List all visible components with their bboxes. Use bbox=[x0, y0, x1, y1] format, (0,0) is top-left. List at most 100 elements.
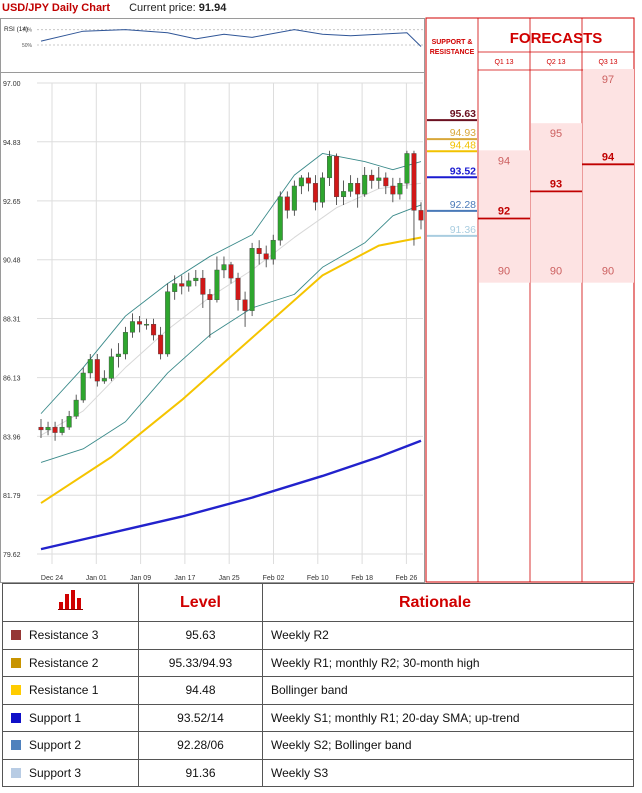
candle-body bbox=[355, 183, 360, 194]
candle-body bbox=[264, 254, 269, 259]
x-tick-label: Feb 10 bbox=[307, 575, 329, 582]
candle-body bbox=[46, 427, 51, 430]
candle-body bbox=[130, 321, 135, 332]
candle-body bbox=[391, 186, 396, 194]
candle-body bbox=[271, 240, 276, 259]
sr-level-label: 93.52 bbox=[450, 165, 476, 177]
sr-level-label: 91.36 bbox=[450, 224, 476, 236]
candle-body bbox=[334, 156, 339, 197]
bar-chart-icon-cell bbox=[3, 584, 139, 622]
candle-body bbox=[172, 284, 177, 292]
candle-body bbox=[88, 359, 93, 373]
candle-body bbox=[398, 183, 403, 194]
x-tick-label: Jan 01 bbox=[86, 575, 107, 582]
candle-body bbox=[215, 270, 220, 300]
level-name: Support 2 bbox=[29, 738, 81, 752]
level-swatch bbox=[11, 740, 21, 750]
level-rationale: Weekly S1; monthly R1; 20-day SMA; up-tr… bbox=[263, 704, 634, 732]
y-tick-label: 97.00 bbox=[3, 81, 21, 88]
candle-body bbox=[165, 292, 170, 354]
candle-body bbox=[229, 265, 234, 279]
forecast-high: 95 bbox=[550, 128, 562, 140]
table-row: Support 1 93.52/14Weekly S1; monthly R1; … bbox=[3, 704, 634, 732]
y-tick-label: 94.83 bbox=[3, 140, 21, 147]
candle-body bbox=[419, 210, 424, 220]
level-value: 93.52/14 bbox=[139, 704, 263, 732]
y-tick-label: 92.65 bbox=[3, 199, 21, 206]
rationale-header: Rationale bbox=[263, 584, 634, 622]
candle-body bbox=[109, 357, 114, 379]
forecast-high: 97 bbox=[602, 74, 614, 86]
forecasts-title: FORECASTS bbox=[510, 30, 603, 47]
candle-body bbox=[74, 400, 79, 416]
level-name: Support 1 bbox=[29, 711, 81, 725]
candle-body bbox=[53, 427, 58, 432]
levels-table: Level Rationale Resistance 395.63Weekly … bbox=[2, 583, 634, 787]
candle-body bbox=[208, 294, 213, 299]
sr-level-label: 94.48 bbox=[450, 139, 476, 151]
sr-level-label: 92.28 bbox=[450, 199, 476, 211]
level-name: Resistance 2 bbox=[29, 656, 98, 670]
candle-body bbox=[102, 378, 107, 381]
candle-body bbox=[278, 197, 283, 240]
x-tick-label: Jan 17 bbox=[174, 575, 195, 582]
y-tick-label: 83.96 bbox=[3, 434, 21, 441]
forecast-central: 94 bbox=[602, 151, 615, 163]
level-value: 91.36 bbox=[139, 759, 263, 787]
y-tick-label: 86.13 bbox=[3, 376, 21, 383]
level-swatch bbox=[11, 685, 21, 695]
candle-body bbox=[123, 332, 128, 354]
candle-body bbox=[81, 373, 86, 400]
level-value: 92.28/06 bbox=[139, 732, 263, 760]
candle-body bbox=[201, 278, 206, 294]
candle-body bbox=[320, 178, 325, 202]
candle-body bbox=[412, 153, 417, 210]
price-value: 91.94 bbox=[199, 2, 227, 14]
quarter-label: Q1 13 bbox=[494, 59, 513, 66]
x-tick-label: Jan 09 bbox=[130, 575, 151, 582]
candle-body bbox=[144, 324, 149, 325]
candle-body bbox=[405, 153, 410, 183]
candle-body bbox=[292, 186, 297, 210]
level-value: 95.33/94.93 bbox=[139, 649, 263, 677]
price-label: Current price: bbox=[129, 2, 196, 14]
candle-body bbox=[313, 183, 318, 202]
table-row: Support 3 91.36Weekly S3 bbox=[3, 759, 634, 787]
candle-body bbox=[222, 265, 227, 270]
y-tick-label: 88.31 bbox=[3, 317, 21, 324]
quarter-label: Q3 13 bbox=[598, 59, 617, 66]
candle-body bbox=[67, 416, 72, 427]
level-name-cell: Resistance 1 bbox=[3, 677, 139, 705]
forecast-high: 94 bbox=[498, 155, 510, 167]
candle-body bbox=[250, 248, 255, 310]
forecast-central: 93 bbox=[550, 178, 562, 190]
candle-body bbox=[327, 156, 332, 178]
x-tick-label: Feb 26 bbox=[396, 575, 418, 582]
level-rationale: Bollinger band bbox=[263, 677, 634, 705]
y-tick-label: 90.48 bbox=[3, 258, 21, 265]
candle-body bbox=[376, 178, 381, 181]
table-row: Resistance 194.48Bollinger band bbox=[3, 677, 634, 705]
chart-title: USD/JPY Daily Chart bbox=[2, 2, 110, 14]
chart-frame bbox=[1, 19, 425, 583]
candle-body bbox=[95, 359, 100, 381]
x-tick-label: Dec 24 bbox=[41, 575, 63, 582]
forecast-central: 92 bbox=[498, 206, 510, 218]
chart-header: USD/JPY Daily Chart Current price: 91.94 bbox=[2, 2, 226, 14]
candle-body bbox=[285, 197, 290, 211]
level-swatch bbox=[11, 713, 21, 723]
candle-body bbox=[137, 321, 142, 324]
candle-body bbox=[384, 178, 389, 186]
chart-canvas: RSI (14)70%50%97.0094.8392.6590.4888.318… bbox=[0, 0, 642, 583]
level-swatch bbox=[11, 768, 21, 778]
level-value: 95.63 bbox=[139, 622, 263, 650]
level-rationale: Weekly S3 bbox=[263, 759, 634, 787]
candle-body bbox=[362, 175, 367, 194]
candle-body bbox=[348, 183, 353, 191]
level-name: Support 3 bbox=[29, 766, 81, 780]
candle-body bbox=[341, 191, 346, 196]
level-name: Resistance 3 bbox=[29, 628, 98, 642]
level-value: 94.48 bbox=[139, 677, 263, 705]
level-swatch bbox=[11, 630, 21, 640]
candle-body bbox=[299, 178, 304, 186]
